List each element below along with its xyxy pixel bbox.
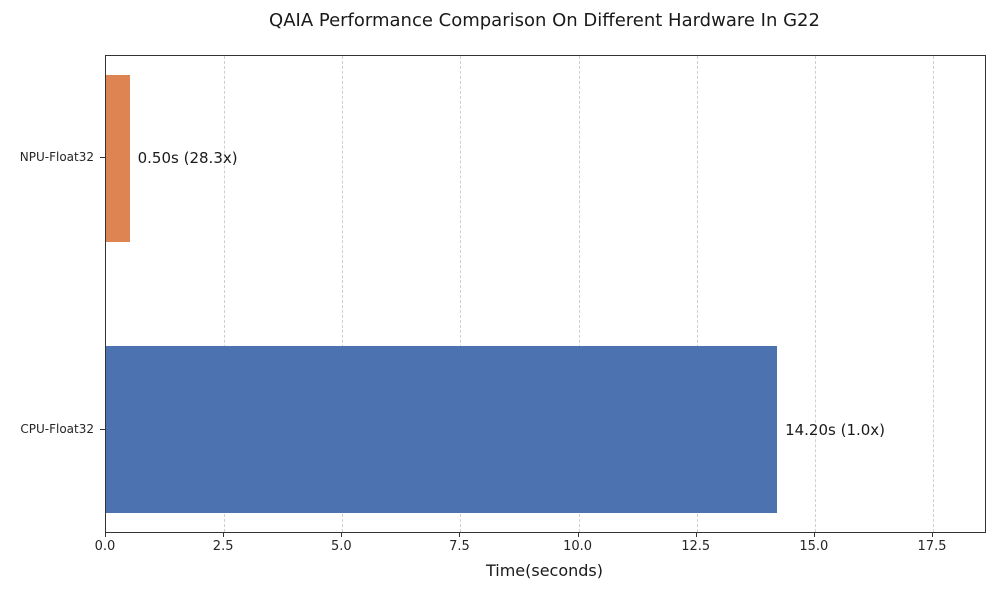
y-tick-mark [100,428,105,430]
x-tick-mark [105,532,106,537]
y-tick-label: CPU-Float32 [20,421,94,436]
x-tick-mark [577,532,579,537]
x-tick-label: 15.0 [799,539,829,554]
x-tick-label: 2.5 [212,539,234,554]
gridline [696,56,698,532]
x-tick-label: 17.5 [917,539,947,554]
y-tick-mark [100,157,105,159]
chart-title: QAIA Performance Comparison On Different… [269,10,820,31]
gridline [342,56,344,532]
x-tick-label: 12.5 [681,539,711,554]
x-tick-label: 7.5 [449,539,470,554]
plot-area: 0.50s (28.3x) 14.20s (1.0x) [105,55,986,533]
x-tick-mark [459,532,461,537]
x-tick-label: 5.0 [330,539,352,554]
bar-cpu-float32 [106,346,778,514]
x-tick-label: 0.0 [94,539,116,554]
x-tick-mark [932,532,934,537]
bar-npu-float32 [106,74,130,242]
gridline [578,56,580,532]
gridline [814,56,816,532]
gridline [933,56,935,532]
gridline [224,56,226,532]
x-tick-mark [695,532,697,537]
y-tick-label: NPU-Float32 [19,150,94,165]
bar-value-label: 14.20s (1.0x) [785,420,886,439]
x-tick-mark [813,532,815,537]
bar-value-label: 0.50s (28.3x) [137,149,238,168]
x-axis-label: Time(seconds) [485,561,604,580]
gridline [460,56,462,532]
x-tick-label: 10.0 [563,539,593,554]
x-tick-mark [341,532,343,537]
x-tick-mark [223,532,225,537]
